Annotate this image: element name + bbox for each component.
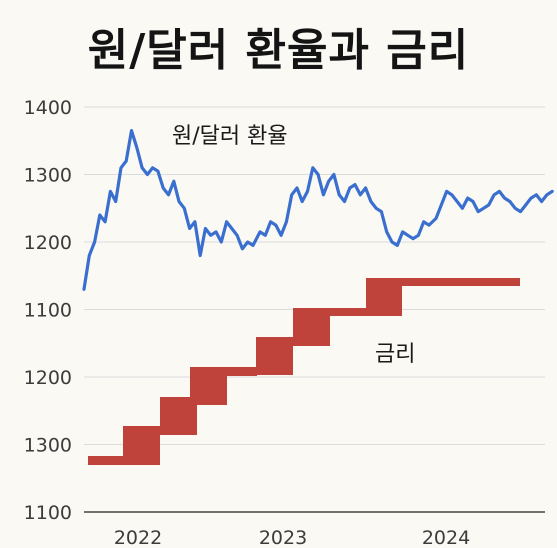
y-tick-label: 1200	[24, 232, 72, 254]
rate-step	[123, 426, 160, 465]
chart-title: 원/달러 환율과 금리	[87, 25, 470, 76]
y-tick-label: 1100	[24, 300, 72, 322]
rate-step	[293, 308, 330, 346]
rate-step	[330, 308, 366, 316]
x-tick-labels: 2022 2023 2024	[114, 527, 470, 548]
y-tick-label: 1200	[24, 367, 72, 389]
rate-step	[190, 367, 227, 405]
rate-step	[402, 278, 520, 286]
y-tick-label: 1100	[24, 502, 72, 524]
grid	[84, 106, 545, 513]
fx-rate-line	[82, 129, 554, 291]
y-tick-label: 1400	[24, 97, 72, 119]
rate-step	[256, 337, 293, 375]
y-tick-label: 1300	[24, 165, 72, 187]
x-tick-label: 2024	[422, 527, 470, 548]
rate-series-label: 금리	[375, 342, 415, 367]
rate-series	[88, 278, 520, 465]
fx-series-label: 원/달러 환율	[172, 124, 288, 149]
y-tick-label: 1300	[24, 435, 72, 457]
y-tick-labels: 1400 1300 1200 1100 1200 1300 1100	[24, 97, 72, 524]
x-tick-label: 2022	[114, 527, 162, 548]
rate-step	[227, 367, 257, 376]
rate-step	[366, 278, 402, 316]
x-tick-label: 2023	[259, 527, 307, 548]
